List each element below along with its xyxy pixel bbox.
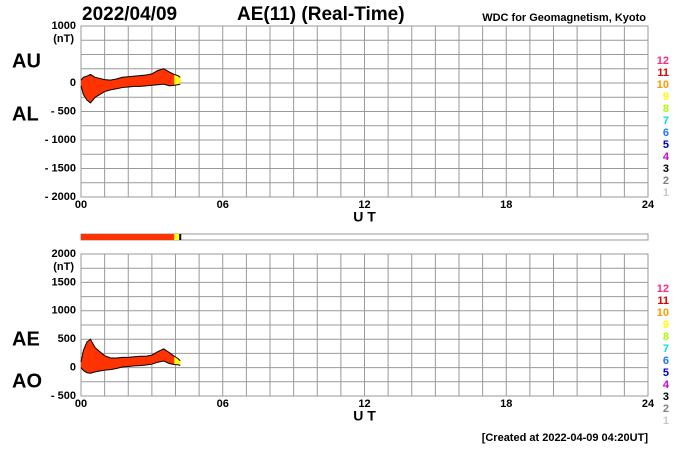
color-scale-label: 2: [663, 175, 669, 187]
y-tick-label: - 500: [51, 105, 76, 117]
x-tick-label: 24: [642, 199, 655, 211]
color-scale-label: 6: [663, 127, 669, 139]
color-scale-label: 12: [657, 283, 669, 295]
color-scale-label: 7: [663, 115, 669, 127]
y-unit: (nT): [53, 33, 74, 45]
color-scale-label: 4: [663, 379, 670, 391]
color-scale-label: 7: [663, 343, 669, 355]
series-label: AO: [12, 370, 42, 392]
recent-fill: [174, 356, 181, 366]
recent-fill: [174, 74, 181, 86]
area-fill: [81, 339, 181, 374]
series-line: [80, 68, 181, 81]
footer: [Created at 2022-04-09 04:20UT]: [482, 432, 649, 444]
color-scale-label: 10: [657, 79, 669, 91]
color-scale-label: 3: [663, 163, 669, 175]
title: AE(11) (Real-Time): [237, 4, 405, 25]
x-tick-label: 12: [358, 398, 370, 410]
y-tick-label: 2000: [52, 248, 76, 260]
x-tick-label: 06: [217, 199, 229, 211]
x-tick-label: 18: [500, 199, 512, 211]
color-scale-label: 1: [663, 415, 669, 427]
y-tick-label: 0: [70, 77, 76, 89]
color-scale-label: 4: [663, 151, 670, 163]
color-scale-label: 10: [657, 307, 669, 319]
y-tick-label: 500: [58, 333, 76, 345]
y-tick-label: - 1500: [45, 162, 76, 174]
x-axis-label: U T: [353, 408, 376, 424]
source: WDC for Geomagnetism, Kyoto: [482, 12, 646, 24]
color-scale-label: 9: [663, 319, 669, 331]
color-scale-label: 3: [663, 391, 669, 403]
strip-fill: [81, 234, 175, 240]
x-tick-label: 06: [217, 398, 229, 410]
y-tick-label: - 500: [51, 390, 76, 402]
series-line: [80, 360, 181, 374]
y-tick-label: 0: [70, 362, 76, 374]
x-tick-label: 24: [642, 398, 655, 410]
y-tick-label: 1000: [52, 305, 76, 317]
color-scale-label: 12: [657, 55, 669, 67]
color-scale-label: 9: [663, 91, 669, 103]
x-tick-label: 18: [500, 398, 512, 410]
strip-recent: [174, 234, 181, 240]
color-scale-label: 5: [663, 367, 669, 379]
series-line: [80, 338, 181, 363]
x-axis-label: U T: [353, 209, 376, 225]
x-tick-label: 00: [75, 398, 87, 410]
color-scale-label: 6: [663, 355, 669, 367]
x-tick-label: 12: [358, 199, 370, 211]
date: 2022/04/09: [82, 4, 177, 25]
series-label: AE: [12, 328, 40, 350]
color-scale-label: 5: [663, 139, 669, 151]
series-line: [80, 83, 181, 104]
color-scale-label: 2: [663, 403, 669, 415]
color-scale-label: 11: [657, 295, 669, 307]
series-label: AL: [12, 103, 39, 125]
y-tick-label: 1500: [52, 276, 76, 288]
y-unit: (nT): [53, 261, 74, 273]
x-tick-label: 00: [75, 199, 87, 211]
color-scale-label: 11: [657, 67, 669, 79]
color-scale-label: 1: [663, 187, 669, 199]
y-tick-label: - 1000: [45, 134, 76, 146]
series-label: AU: [12, 50, 41, 72]
area-fill: [81, 68, 181, 103]
y-tick-label: - 2000: [45, 191, 76, 203]
color-scale-label: 8: [663, 331, 669, 343]
y-tick-label: 1000: [52, 20, 76, 32]
color-scale-label: 8: [663, 103, 669, 115]
